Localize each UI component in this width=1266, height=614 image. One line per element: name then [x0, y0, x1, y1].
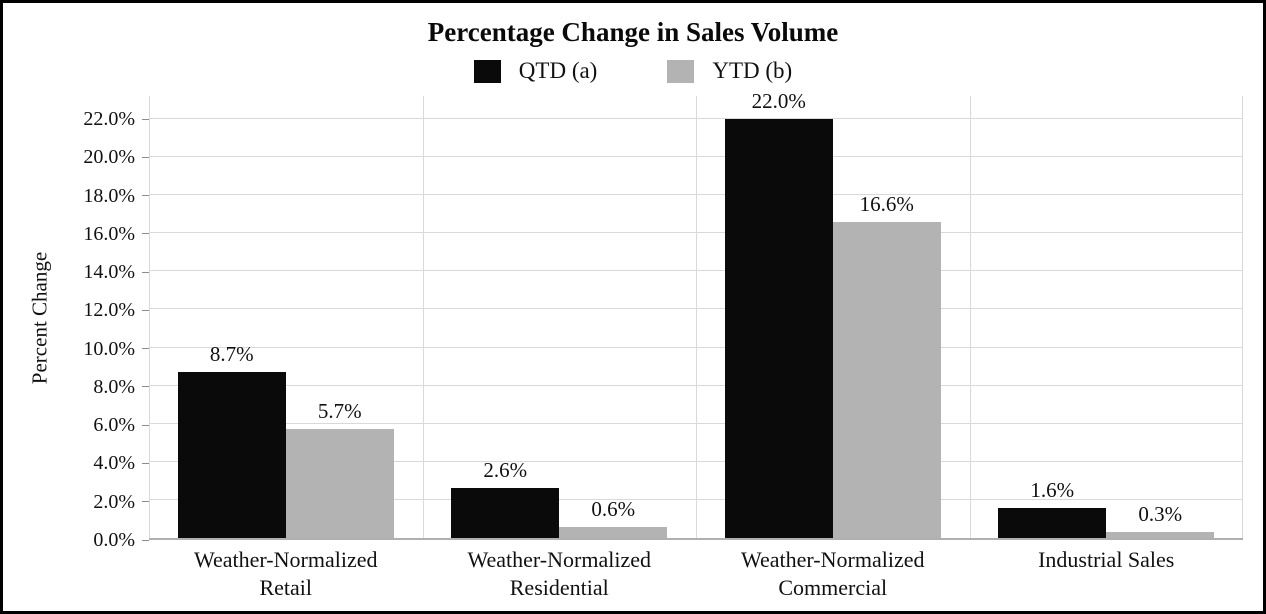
bar-series-1-category-2: 16.6% [832, 192, 941, 538]
x-axis-category-label-line: Weather-Normalized [467, 547, 651, 572]
vertical-gridline [696, 96, 697, 538]
bar-series-1-category-1: 0.6% [559, 497, 668, 538]
y-axis-title: Percent Change [27, 251, 52, 385]
y-tick-label: 10.0% [83, 337, 135, 360]
legend-label: YTD (b) [712, 58, 793, 84]
y-tick-mark [142, 195, 149, 197]
chart-title: Percentage Change in Sales Volume [427, 17, 839, 47]
x-axis-labels: Weather-Normalized Retail Weather-Normaliz… [149, 546, 1243, 601]
x-axis-category-label: Weather-Normalized Retail [149, 546, 423, 601]
y-tick-mark [142, 424, 149, 426]
bar-groups: 8.7% 5.7% 2.6% 0.6% 22.0% 16.6% 1.6% 0.3% [149, 89, 1244, 538]
bar-value-label: 16.6% [859, 191, 914, 216]
x-axis-category-label-line: Residential [509, 574, 609, 600]
plot-area: 8.7% 5.7% 2.6% 0.6% 22.0% 16.6% 1.6% 0.3% [149, 89, 1244, 540]
y-tick-mark [142, 233, 149, 235]
y-tick-mark [142, 386, 149, 388]
bar-value-label: 1.6% [1030, 477, 1075, 502]
y-tick-mark [142, 348, 149, 350]
bar-series-0-category-3: 1.6% [998, 478, 1107, 538]
bar-series-1-category-3: 0.3% [1106, 502, 1215, 538]
bar-series-0-category-0: 8.7% [177, 342, 286, 538]
vertical-gridline [149, 96, 150, 538]
legend-swatch-icon [667, 59, 695, 83]
vertical-gridline [422, 96, 424, 538]
y-tick-label: 2.0% [93, 490, 135, 513]
x-axis-category-label: Weather-Normalized Residential [423, 546, 697, 601]
y-tick-label: 12.0% [83, 299, 135, 322]
x-axis-category-label-line: Weather-Normalized [741, 547, 925, 572]
bar-value-label: 2.6% [483, 458, 528, 483]
y-tick-mark [142, 501, 149, 503]
y-tick-mark [142, 271, 149, 273]
y-tick-label: 6.0% [93, 414, 135, 437]
y-tick-label: 14.0% [83, 261, 135, 284]
bar-group: 1.6% 0.3% [970, 96, 1244, 538]
bar-value-label: 0.3% [1138, 502, 1183, 527]
y-tick-mark [142, 309, 149, 311]
x-axis-category-label: Weather-Normalized Commercial [696, 546, 970, 601]
y-tick-label: 22.0% [83, 108, 135, 131]
bar-value-label: 8.7% [209, 342, 254, 367]
y-tick-label: 4.0% [93, 452, 135, 475]
x-axis-category-label-line: Commercial [778, 574, 888, 600]
y-tick-label: 20.0% [83, 146, 135, 169]
y-tick-label: 16.0% [83, 222, 135, 245]
y-tick-mark [142, 118, 149, 120]
legend-label: QTD (a) [518, 58, 598, 84]
bar-group: 22.0% 16.6% [696, 89, 970, 538]
legend-item: QTD (a) [473, 58, 598, 84]
legend: QTD (a) YTD (b) [23, 58, 1243, 84]
x-axis-category-label-line: Retail [259, 574, 313, 600]
y-tick-mark [142, 539, 149, 541]
y-axis-title-column: Percent Change [23, 96, 57, 540]
y-tick-mark [142, 156, 149, 158]
y-axis-ticks: 0.0% 2.0% 4.0% 6.0% 8.0% 10.0% 12.0% 14.0% 16.0%… [57, 96, 149, 551]
vertical-gridline [969, 96, 971, 538]
vertical-gridline [1242, 96, 1243, 538]
bar-value-label: 5.7% [317, 399, 362, 424]
y-tick-mark [142, 462, 149, 464]
bar-series-1-category-0: 5.7% [285, 399, 394, 538]
chart-area: Percent Change 0.0% 2.0% 4.0% 6.0% 8.0% 10.0%… [23, 89, 1244, 551]
bar-group: 8.7% 5.7% [149, 96, 423, 538]
y-tick-label: 8.0% [93, 375, 135, 398]
bar-value-label: 22.0% [751, 88, 806, 113]
legend-item: YTD (b) [667, 58, 792, 84]
y-tick-label: 18.0% [83, 184, 135, 207]
bar-value-label: 0.6% [591, 496, 636, 521]
x-axis-category-label-line: Industrial Sales [1038, 547, 1175, 572]
bar-series-0-category-1: 2.6% [451, 458, 560, 538]
bar-group: 2.6% 0.6% [423, 96, 697, 538]
legend-swatch-icon [473, 59, 501, 83]
x-axis-category-label: Industrial Sales [970, 546, 1244, 601]
y-tick-label: 0.0% [93, 529, 135, 551]
bar-series-0-category-2: 22.0% [724, 89, 833, 538]
x-axis-category-label-line: Weather-Normalized [194, 547, 378, 572]
